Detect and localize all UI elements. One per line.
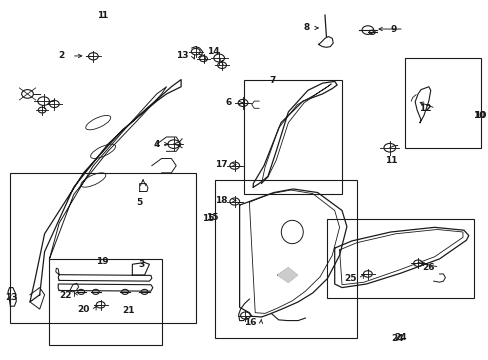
Text: 2: 2 xyxy=(58,51,64,60)
Text: 22: 22 xyxy=(59,291,71,300)
Text: 17: 17 xyxy=(215,160,227,169)
Bar xyxy=(244,80,341,194)
Text: 21: 21 xyxy=(122,306,134,315)
Text: 10: 10 xyxy=(473,111,485,120)
Text: 24: 24 xyxy=(393,333,406,342)
Text: 14: 14 xyxy=(207,47,220,56)
Text: 24: 24 xyxy=(390,334,403,343)
Text: 1: 1 xyxy=(101,10,107,19)
Bar xyxy=(327,220,473,298)
Text: 18: 18 xyxy=(215,196,227,205)
Bar xyxy=(215,180,356,338)
Text: 23: 23 xyxy=(5,293,18,302)
Text: 13: 13 xyxy=(176,51,188,60)
Bar xyxy=(10,173,195,323)
Bar xyxy=(49,259,161,345)
Text: 11: 11 xyxy=(384,156,396,165)
Text: 20: 20 xyxy=(77,305,90,314)
Text: 9: 9 xyxy=(389,24,396,33)
Text: 5: 5 xyxy=(136,198,142,207)
Text: 26: 26 xyxy=(422,263,434,272)
Text: 8: 8 xyxy=(303,23,309,32)
Text: 12: 12 xyxy=(418,104,430,113)
Text: 15: 15 xyxy=(205,213,218,222)
Bar xyxy=(405,58,480,148)
Text: 7: 7 xyxy=(269,76,275,85)
Text: 19: 19 xyxy=(96,257,108,266)
Text: 1: 1 xyxy=(97,10,103,19)
Text: 6: 6 xyxy=(225,98,231,107)
Text: 4: 4 xyxy=(153,140,160,149)
Text: 10: 10 xyxy=(472,111,485,120)
Text: 25: 25 xyxy=(344,274,356,283)
Text: 3: 3 xyxy=(138,261,144,270)
Polygon shape xyxy=(277,268,297,282)
Text: 16: 16 xyxy=(244,318,256,327)
Text: 15: 15 xyxy=(202,214,214,223)
